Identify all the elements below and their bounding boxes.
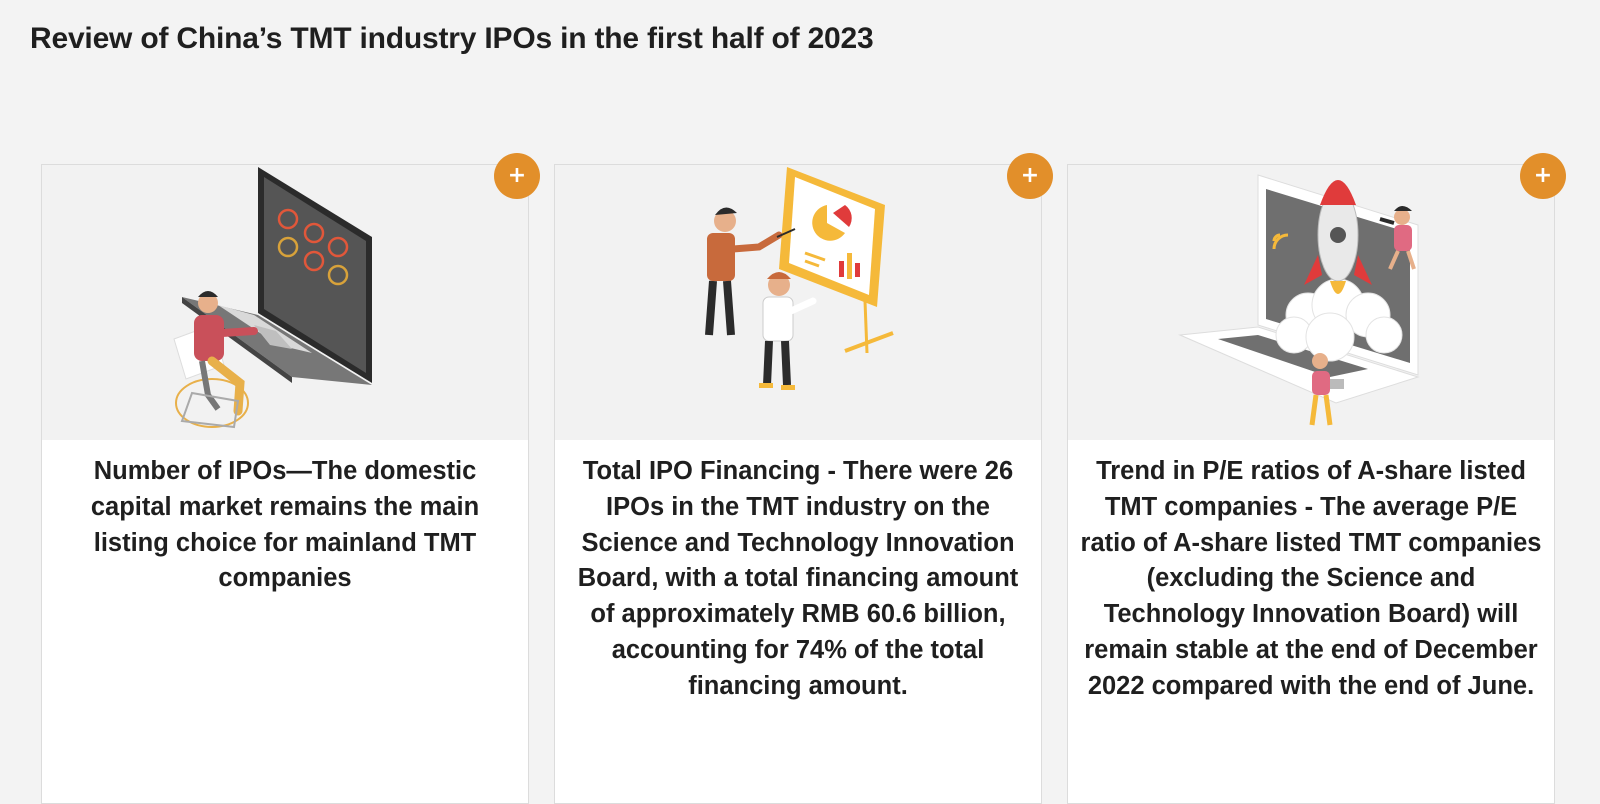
expand-plus-button[interactable]: + (1520, 153, 1566, 199)
expand-plus-button[interactable]: + (1007, 153, 1053, 199)
card-description: Trend in P/E ratios of A-share listed TM… (1080, 457, 1542, 700)
rocket-laptop-illustration (1068, 165, 1554, 440)
card-description: Number of IPOs—The domestic capital mark… (90, 457, 480, 593)
card-grid: Number of IPOs—The domestic capital mark… (41, 153, 1566, 804)
laptop-analytics-illustration (42, 165, 528, 440)
card-total-ipo-financing[interactable]: Total IPO Financing - There were 26 IPOs… (554, 153, 1053, 804)
presentation-board-illustration (555, 165, 1041, 440)
card-description: Total IPO Financing - There were 26 IPOs… (577, 457, 1019, 700)
card-number-of-ipos[interactable]: Number of IPOs—The domestic capital mark… (41, 153, 540, 804)
page-title: Review of China’s TMT industry IPOs in t… (30, 22, 874, 55)
card-pe-ratio-trend[interactable]: Trend in P/E ratios of A-share listed TM… (1067, 153, 1566, 804)
expand-plus-button[interactable]: + (494, 153, 540, 199)
